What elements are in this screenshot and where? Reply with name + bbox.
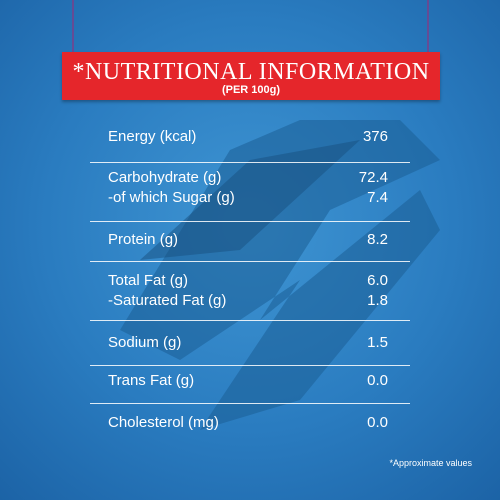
nutrient-label: -of which Sugar (g) <box>108 189 235 206</box>
row-divider <box>90 162 410 163</box>
nutrient-value: 1.5 <box>367 334 388 351</box>
nutrient-row: Carbohydrate (g) 72.4 <box>90 168 410 188</box>
nutrient-row: Sodium (g) 1.5 <box>90 333 410 353</box>
brush-stroke <box>140 140 360 260</box>
row-group: Trans Fat (g) 0.0 <box>90 371 410 391</box>
nutrient-label: -Saturated Fat (g) <box>108 292 227 309</box>
nutrient-label: Energy (kcal) <box>108 128 197 145</box>
nutrient-label: Cholesterol (mg) <box>108 414 219 431</box>
nutrient-row: -Saturated Fat (g) 1.8 <box>90 291 410 311</box>
row-group: Energy (kcal) 376 <box>90 127 410 147</box>
nutrient-row: -of which Sugar (g) 7.4 <box>90 188 410 208</box>
title: *NUTRITIONAL INFORMATION <box>72 59 430 85</box>
footnote: *Approximate values <box>389 458 472 468</box>
nutrient-row: Energy (kcal) 376 <box>90 127 410 147</box>
row-divider <box>90 403 410 404</box>
nutrient-row: Cholesterol (mg) 0.0 <box>90 413 410 433</box>
brush-stroke <box>120 120 440 430</box>
nutrient-value: 1.8 <box>367 292 388 309</box>
nutrient-value: 376 <box>362 128 388 145</box>
subtitle: (PER 100g) <box>221 84 281 96</box>
row-divider <box>90 221 410 222</box>
nutrient-value: 8.2 <box>367 231 388 248</box>
row-divider <box>90 320 410 321</box>
nutrient-value: 7.4 <box>367 189 388 206</box>
nutrient-label: Total Fat (g) <box>108 272 189 289</box>
nutrient-label: Sodium (g) <box>108 334 182 351</box>
nutrient-label: Protein (g) <box>108 231 179 248</box>
nutrient-label: Carbohydrate (g) <box>108 169 222 186</box>
nutrient-value: 0.0 <box>367 372 388 389</box>
row-group: Total Fat (g) 6.0 -Saturated Fat (g) 1.8 <box>90 271 410 311</box>
row-group: Cholesterol (mg) 0.0 <box>90 413 410 433</box>
nutrient-value: 0.0 <box>367 414 388 431</box>
row-group: Sodium (g) 1.5 <box>90 333 410 353</box>
row-group: Protein (g) 8.2 <box>90 230 410 250</box>
row-group: Carbohydrate (g) 72.4 -of which Sugar (g) 7… <box>90 168 410 208</box>
nutrient-row: Trans Fat (g) 0.0 <box>90 371 410 391</box>
row-divider <box>90 365 410 366</box>
nutrient-value: 6.0 <box>367 272 388 289</box>
nutrient-row: Total Fat (g) 6.0 <box>90 271 410 291</box>
nutrient-row: Protein (g) 8.2 <box>90 230 410 250</box>
nutrient-label: Trans Fat (g) <box>108 372 195 389</box>
row-divider <box>90 261 410 262</box>
nutrient-value: 72.4 <box>358 169 388 186</box>
title-banner: *NUTRITIONAL INFORMATION (PER 100g) <box>62 52 440 100</box>
